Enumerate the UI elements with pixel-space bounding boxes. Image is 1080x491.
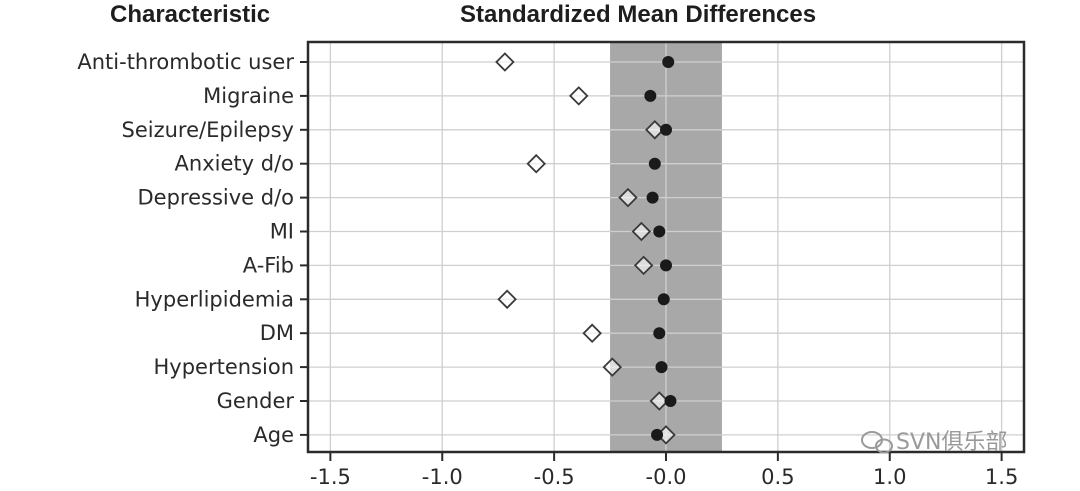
x-tick-label: -0.0 <box>646 465 687 489</box>
diamond-point <box>602 357 623 377</box>
circle-point <box>662 56 675 68</box>
category-label: Age <box>253 423 294 447</box>
frame-layer <box>300 40 1026 461</box>
circle-point <box>646 191 659 204</box>
category-label: Anxiety d/o <box>175 152 294 176</box>
circle-point <box>655 361 668 374</box>
category-label: Seizure/Epilepsy <box>122 118 294 142</box>
category-label: Anti-thrombotic user <box>77 50 294 74</box>
diamond-point <box>645 120 665 140</box>
diamond-point <box>495 52 515 72</box>
x-tick-label: 1.0 <box>873 465 906 489</box>
circle-point <box>660 259 672 272</box>
circle-point <box>653 225 666 238</box>
circle-point <box>664 395 677 407</box>
category-label: MI <box>270 220 294 244</box>
category-label: Depressive d/o <box>137 186 294 210</box>
diamond-point <box>582 323 602 343</box>
circle-point <box>648 157 661 170</box>
watermark: SVN俱乐部 <box>861 430 1007 455</box>
diamond-point <box>631 221 652 242</box>
category-label: Hypertension <box>154 355 295 379</box>
wechat-icon <box>861 431 893 454</box>
smd-header: Standardized Mean Differences <box>460 1 816 28</box>
x-tick-label: 0.5 <box>761 465 794 489</box>
x-tick-label: -1.5 <box>310 465 351 489</box>
circle-point <box>653 327 666 340</box>
category-label: A-Fib <box>243 253 294 277</box>
circle-point <box>644 89 657 102</box>
x-tick-labels: -1.5 -1.0 -0.5 -0.0 0.5 1.0 1.5 <box>310 465 1018 489</box>
category-label: Gender <box>217 389 295 413</box>
diamond-point <box>649 391 670 411</box>
diamond-point <box>526 153 546 174</box>
watermark-text: SVN俱乐部 <box>896 430 1007 455</box>
category-label: DM <box>260 321 294 345</box>
category-label: Hyperlipidemia <box>135 287 294 311</box>
series-layer <box>495 52 677 445</box>
x-tick-label: -0.5 <box>534 465 575 489</box>
diamond-point <box>497 289 517 310</box>
x-tick-label: -1.0 <box>422 465 463 489</box>
diamond-point <box>618 187 638 208</box>
diamond-point <box>568 86 589 106</box>
diamond-point <box>633 255 654 276</box>
grid-layer <box>308 42 1024 452</box>
circle-point <box>657 293 670 306</box>
category-labels: Anti-thrombotic user Migraine Seizure/Epil… <box>77 50 294 447</box>
circle-point <box>660 123 672 136</box>
x-tick-label: 1.5 <box>985 465 1018 489</box>
circle-point <box>651 428 664 441</box>
characteristic-header: Characteristic <box>110 1 270 28</box>
category-label: Migraine <box>203 84 294 108</box>
